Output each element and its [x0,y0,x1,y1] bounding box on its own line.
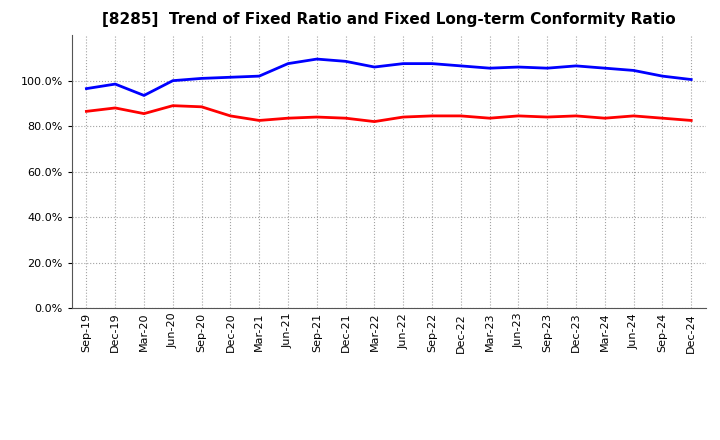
Fixed Ratio [514,64,523,70]
Line: Fixed Ratio: Fixed Ratio [86,59,691,95]
Fixed Ratio [399,61,408,66]
Fixed Ratio [341,59,350,64]
Fixed Ratio [226,75,235,80]
Fixed Ratio [312,56,321,62]
Fixed Ratio [629,68,638,73]
Fixed Ratio [82,86,91,91]
Fixed Long-term Conformity Ratio [255,118,264,123]
Fixed Ratio [255,73,264,79]
Fixed Long-term Conformity Ratio [82,109,91,114]
Fixed Ratio [687,77,696,82]
Legend: Fixed Ratio, Fixed Long-term Conformity Ratio: Fixed Ratio, Fixed Long-term Conformity … [191,437,587,440]
Fixed Long-term Conformity Ratio [111,105,120,110]
Fixed Ratio [370,64,379,70]
Fixed Long-term Conformity Ratio [399,114,408,120]
Fixed Long-term Conformity Ratio [687,118,696,123]
Fixed Long-term Conformity Ratio [370,119,379,124]
Fixed Ratio [485,66,494,71]
Fixed Long-term Conformity Ratio [629,113,638,118]
Fixed Long-term Conformity Ratio [428,113,436,118]
Fixed Ratio [168,78,177,83]
Fixed Ratio [543,66,552,71]
Fixed Long-term Conformity Ratio [600,116,609,121]
Fixed Ratio [111,81,120,87]
Fixed Long-term Conformity Ratio [140,111,148,116]
Fixed Ratio [572,63,580,69]
Fixed Long-term Conformity Ratio [572,113,580,118]
Fixed Ratio [284,61,292,66]
Fixed Long-term Conformity Ratio [197,104,206,110]
Fixed Long-term Conformity Ratio [543,114,552,120]
Fixed Ratio [197,76,206,81]
Fixed Long-term Conformity Ratio [226,113,235,118]
Fixed Long-term Conformity Ratio [456,113,465,118]
Fixed Ratio [600,66,609,71]
Fixed Long-term Conformity Ratio [485,116,494,121]
Fixed Ratio [456,63,465,69]
Fixed Long-term Conformity Ratio [284,116,292,121]
Title: [8285]  Trend of Fixed Ratio and Fixed Long-term Conformity Ratio: [8285] Trend of Fixed Ratio and Fixed Lo… [102,12,675,27]
Fixed Long-term Conformity Ratio [312,114,321,120]
Line: Fixed Long-term Conformity Ratio: Fixed Long-term Conformity Ratio [86,106,691,121]
Fixed Ratio [658,73,667,79]
Fixed Long-term Conformity Ratio [168,103,177,108]
Fixed Long-term Conformity Ratio [514,113,523,118]
Fixed Ratio [140,93,148,98]
Fixed Long-term Conformity Ratio [341,116,350,121]
Fixed Ratio [428,61,436,66]
Fixed Long-term Conformity Ratio [658,116,667,121]
